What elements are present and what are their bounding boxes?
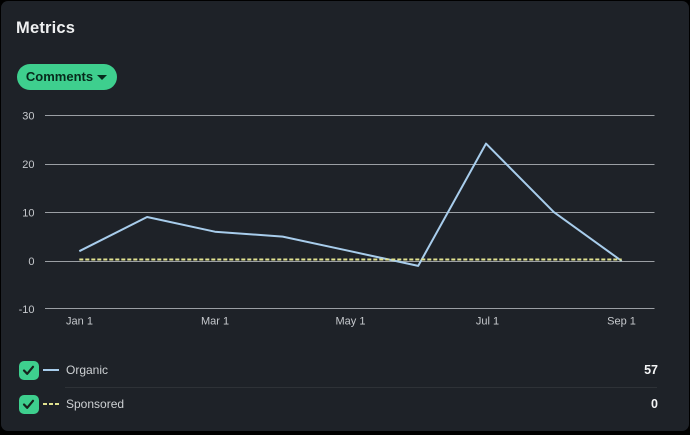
svg-text:Sep 1: Sep 1 — [607, 316, 636, 328]
svg-text:May 1: May 1 — [336, 316, 366, 328]
svg-text:Mar 1: Mar 1 — [201, 316, 229, 328]
svg-text:10: 10 — [22, 208, 34, 220]
svg-text:0: 0 — [28, 256, 34, 268]
svg-text:-10: -10 — [19, 304, 35, 316]
svg-text:20: 20 — [22, 159, 34, 171]
svg-text:Jan 1: Jan 1 — [66, 316, 93, 328]
svg-text:30: 30 — [22, 111, 34, 123]
svg-text:Jul 1: Jul 1 — [476, 316, 499, 328]
